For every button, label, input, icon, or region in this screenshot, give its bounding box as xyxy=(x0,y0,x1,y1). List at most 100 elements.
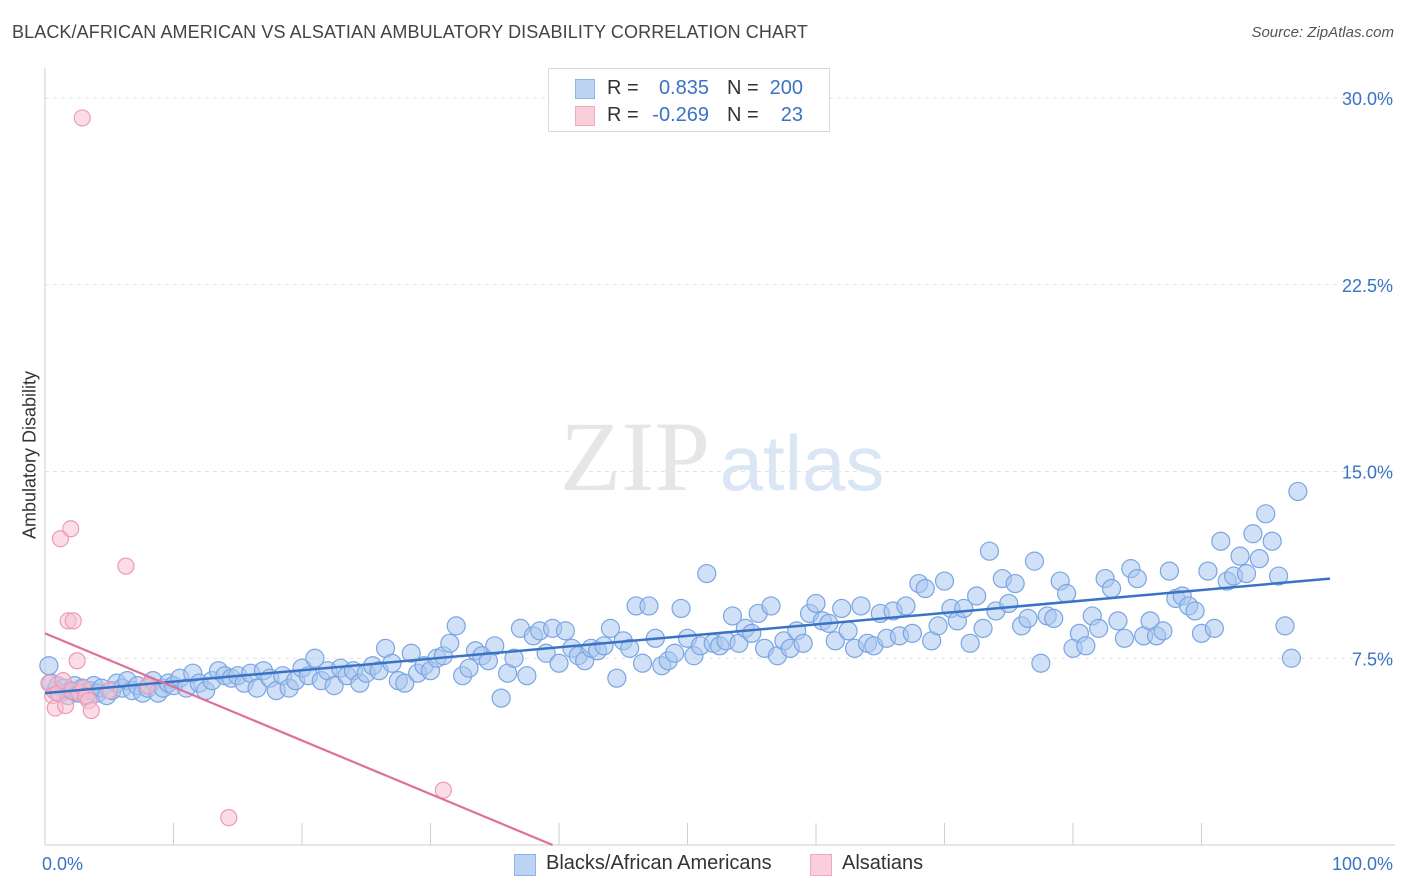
x-tick-label: 0.0% xyxy=(42,854,83,874)
data-point-blacks xyxy=(1243,524,1263,544)
data-point-blacks xyxy=(1288,481,1308,502)
data-point-alsatians xyxy=(100,682,118,700)
data-point-blacks xyxy=(671,598,691,619)
data-point-blacks xyxy=(504,648,524,668)
data-point-blacks xyxy=(555,621,576,641)
watermark: ZIP atlas xyxy=(560,401,884,512)
data-point-blacks xyxy=(594,636,614,656)
data-point-alsatians xyxy=(220,809,238,827)
data-point-blacks xyxy=(722,606,743,626)
legend-r-value: 0.835 xyxy=(658,77,709,99)
chart-title: BLACK/AFRICAN AMERICAN VS ALSATIAN AMBUL… xyxy=(12,22,808,42)
data-point-blacks xyxy=(967,586,987,606)
data-point-blacks xyxy=(979,541,1000,561)
data-point-blacks xyxy=(1031,653,1051,673)
data-point-alsatians xyxy=(62,520,80,538)
data-point-blacks xyxy=(632,653,653,673)
data-point-blacks xyxy=(999,593,1019,614)
data-point-blacks xyxy=(1114,628,1135,648)
data-point-blacks xyxy=(1005,573,1025,594)
data-point-blacks xyxy=(838,621,858,641)
trendlines xyxy=(44,577,1331,847)
data-point-blacks xyxy=(1198,561,1218,581)
data-point-blacks xyxy=(1275,616,1295,636)
y-axis-label: Ambulatory Disability xyxy=(19,370,40,540)
data-point-blacks xyxy=(395,673,415,693)
correlation-legend: R = 0.835 N = 200 R = -0.269 N = 23 xyxy=(548,68,830,132)
data-point-blacks xyxy=(954,598,974,619)
data-point-blacks xyxy=(324,676,344,696)
y-tick-label: 7.5% xyxy=(1352,649,1393,669)
y-tick-label: 15.0% xyxy=(1342,463,1393,483)
legend-row-blacks: R = 0.835 N = 200 xyxy=(549,75,829,101)
data-point-blacks xyxy=(485,636,505,656)
data-point-blacks xyxy=(1089,618,1109,638)
data-point-blacks xyxy=(517,666,537,686)
data-point-blacks xyxy=(639,596,659,616)
data-point-blacks xyxy=(1018,608,1038,629)
legend-row-alsatians: R = -0.269 N = 23 xyxy=(549,102,829,128)
watermark-zip: ZIP xyxy=(560,401,710,512)
data-point-alsatians xyxy=(434,781,452,799)
legend-swatch-blue xyxy=(575,79,595,99)
data-point-alsatians xyxy=(117,557,135,575)
source-label: Source: ZipAtlas.com xyxy=(1251,24,1394,41)
data-point-blacks xyxy=(1159,561,1179,581)
data-point-blacks xyxy=(1108,611,1128,631)
data-point-alsatians xyxy=(82,701,100,720)
data-point-blacks xyxy=(806,593,826,614)
data-point-blacks xyxy=(1056,583,1077,604)
data-point-blacks xyxy=(1230,546,1250,566)
legend-n-value: 23 xyxy=(780,104,803,126)
y-tick-label: 22.5% xyxy=(1342,276,1393,296)
data-point-blacks xyxy=(549,653,569,673)
legend-r-label: R = xyxy=(607,77,639,99)
data-point-blacks xyxy=(1281,648,1302,668)
data-point-blacks xyxy=(1153,621,1173,641)
data-point-blacks xyxy=(851,596,871,616)
data-point-blacks xyxy=(825,631,845,651)
data-point-blacks xyxy=(446,616,466,636)
x-tick-label: 100.0% xyxy=(1332,854,1393,874)
data-point-blacks xyxy=(1256,504,1276,524)
data-point-alsatians xyxy=(51,530,70,548)
data-point-blacks xyxy=(1262,531,1282,551)
data-point-alsatians xyxy=(64,612,82,630)
data-point-blacks xyxy=(247,678,267,698)
data-point-blacks xyxy=(793,633,813,653)
legend-n-label: N = xyxy=(727,104,759,126)
data-point-blacks xyxy=(960,633,980,653)
data-point-alsatians xyxy=(56,696,75,715)
series-alsatians-points xyxy=(40,109,452,827)
data-point-blacks xyxy=(1211,531,1231,551)
data-point-blacks xyxy=(1204,618,1224,638)
tick-labels: 7.5% 15.0% 22.5% 30.0% 0.0% 100.0% xyxy=(42,89,1393,874)
data-point-blacks xyxy=(1076,636,1096,656)
data-point-blacks xyxy=(832,598,852,619)
bottom-legend-swatch-pink xyxy=(810,854,832,876)
data-point-blacks xyxy=(305,648,325,668)
trendline-alsatians xyxy=(44,632,553,847)
bottom-legend-label: Alsatians xyxy=(842,852,924,874)
data-point-blacks xyxy=(620,638,640,658)
data-point-blacks xyxy=(1236,563,1257,584)
data-point-blacks xyxy=(600,618,621,638)
data-point-blacks xyxy=(742,623,762,643)
legend-swatch-pink xyxy=(575,106,595,126)
data-point-blacks xyxy=(915,578,935,599)
data-point-blacks xyxy=(902,623,922,643)
bottom-legend-swatch-blue xyxy=(514,854,536,876)
trendline-blacks xyxy=(44,577,1331,695)
data-point-blacks xyxy=(973,618,993,638)
data-point-blacks xyxy=(440,633,460,653)
data-point-blacks xyxy=(491,688,511,708)
series-blacks-points xyxy=(39,481,1308,708)
data-point-blacks xyxy=(1249,549,1269,569)
data-point-blacks xyxy=(1185,601,1205,621)
data-point-blacks xyxy=(1044,608,1064,629)
data-point-blacks xyxy=(1268,566,1289,586)
data-point-blacks xyxy=(928,616,948,636)
data-point-blacks xyxy=(896,596,916,616)
data-point-blacks xyxy=(665,643,685,663)
